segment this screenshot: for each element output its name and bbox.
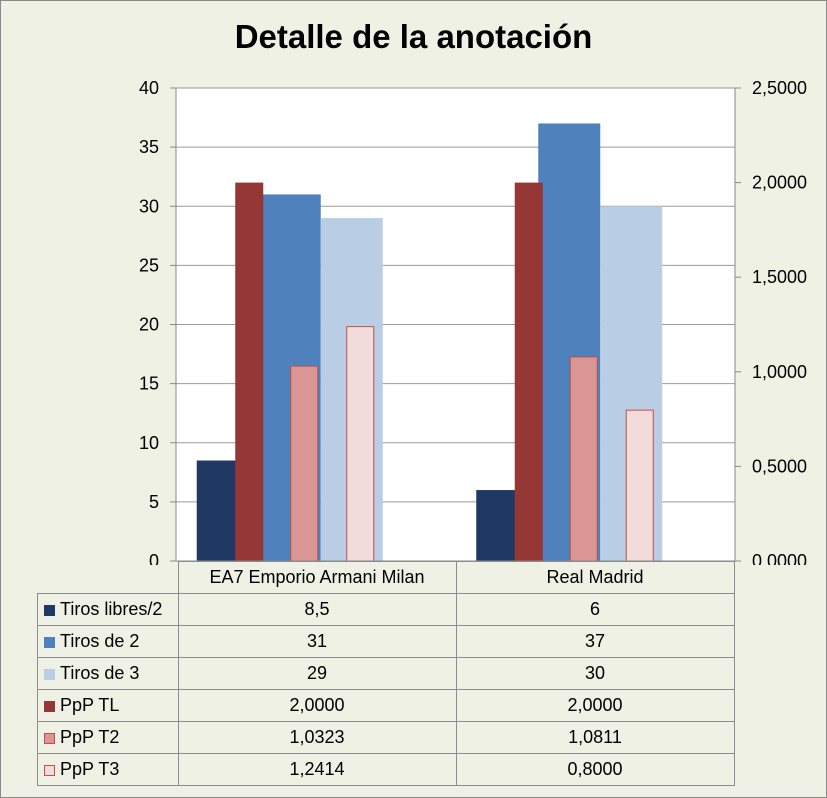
series-legend-2: Tiros de 3 xyxy=(37,657,179,690)
series-legend-4: PpP T2 xyxy=(37,721,179,754)
table-row: PpP TL 2,0000 2,0000 xyxy=(37,689,735,722)
table-corner xyxy=(37,561,179,594)
left-tick-label: 40 xyxy=(139,78,159,98)
right-tick-label: 1,5000 xyxy=(752,267,807,287)
value-cell-2-1: 30 xyxy=(455,657,735,690)
value-cell-4-0: 1,0323 xyxy=(177,721,457,754)
right-tick-label: 1,0000 xyxy=(752,362,807,382)
value-cell-5-1: 0,8000 xyxy=(455,753,735,786)
table-row: Tiros de 3 29 30 xyxy=(37,657,735,690)
legend-swatch xyxy=(44,668,55,680)
series-name: PpP T3 xyxy=(60,759,120,779)
right-tick-label: 2,0000 xyxy=(752,173,807,193)
value-cell-3-1: 2,0000 xyxy=(455,689,735,722)
value-cell-5-0: 1,2414 xyxy=(177,753,457,786)
legend-swatch xyxy=(44,604,55,616)
left-tick-label: 20 xyxy=(139,315,159,335)
table-row: PpP T3 1,2414 0,8000 xyxy=(37,753,735,786)
value-cell-4-1: 1,0811 xyxy=(455,721,735,754)
series-name: Tiros de 2 xyxy=(60,631,140,651)
left-tick-label: 35 xyxy=(139,137,159,157)
left-tick-label: 5 xyxy=(149,492,159,512)
table-row: PpP T2 1,0323 1,0811 xyxy=(37,721,735,754)
legend-swatch xyxy=(44,732,55,744)
left-tick-label: 15 xyxy=(139,374,159,394)
data-table: EA7 Emporio Armani Milan Real Madrid Tir… xyxy=(37,561,735,786)
value-cell-0-0: 8,5 xyxy=(177,593,457,626)
right-tick-label: 0,0000 xyxy=(752,551,807,565)
table-row: Tiros libres/2 8,5 6 xyxy=(37,593,735,626)
table-row: Tiros de 2 31 37 xyxy=(37,625,735,658)
chart-plot: 0 5 10 15 20 25 30 35 40 0,0000 0,5000 1,0000 1,5000… xyxy=(139,78,807,565)
left-tick-label: 25 xyxy=(139,255,159,275)
right-tick-label: 2,5000 xyxy=(752,78,807,98)
legend-swatch xyxy=(44,764,55,776)
legend-swatch xyxy=(44,636,55,648)
left-tick-label: 0 xyxy=(149,551,159,565)
series-name: PpP T2 xyxy=(60,727,120,747)
chart-title: Detalle de la anotación xyxy=(234,18,593,55)
bar-4-0 xyxy=(290,365,319,562)
right-tick-label: 0,5000 xyxy=(752,456,807,476)
value-cell-0-1: 6 xyxy=(455,593,735,626)
series-legend-1: Tiros de 2 xyxy=(37,625,179,658)
bar-3-1 xyxy=(514,182,543,562)
category-label-0: EA7 Emporio Armani Milan xyxy=(177,561,457,594)
value-cell-1-0: 31 xyxy=(177,625,457,658)
value-cell-1-1: 37 xyxy=(455,625,735,658)
bar-3-0 xyxy=(235,182,264,562)
left-tick-label: 30 xyxy=(139,196,159,216)
series-legend-5: PpP T3 xyxy=(37,753,179,786)
category-label-1: Real Madrid xyxy=(455,561,735,594)
bar-5-0 xyxy=(346,326,375,562)
series-name: Tiros de 3 xyxy=(60,663,140,683)
series-name: PpP TL xyxy=(60,695,120,715)
left-tick-label: 10 xyxy=(139,433,159,453)
bar-5-1 xyxy=(625,409,654,562)
series-name: Tiros libres/2 xyxy=(60,599,163,619)
legend-swatch xyxy=(44,700,55,712)
series-legend-3: PpP TL xyxy=(37,689,179,722)
series-legend-0: Tiros libres/2 xyxy=(37,593,179,626)
value-cell-3-0: 2,0000 xyxy=(177,689,457,722)
bar-4-1 xyxy=(569,356,598,562)
value-cell-2-0: 29 xyxy=(177,657,457,690)
